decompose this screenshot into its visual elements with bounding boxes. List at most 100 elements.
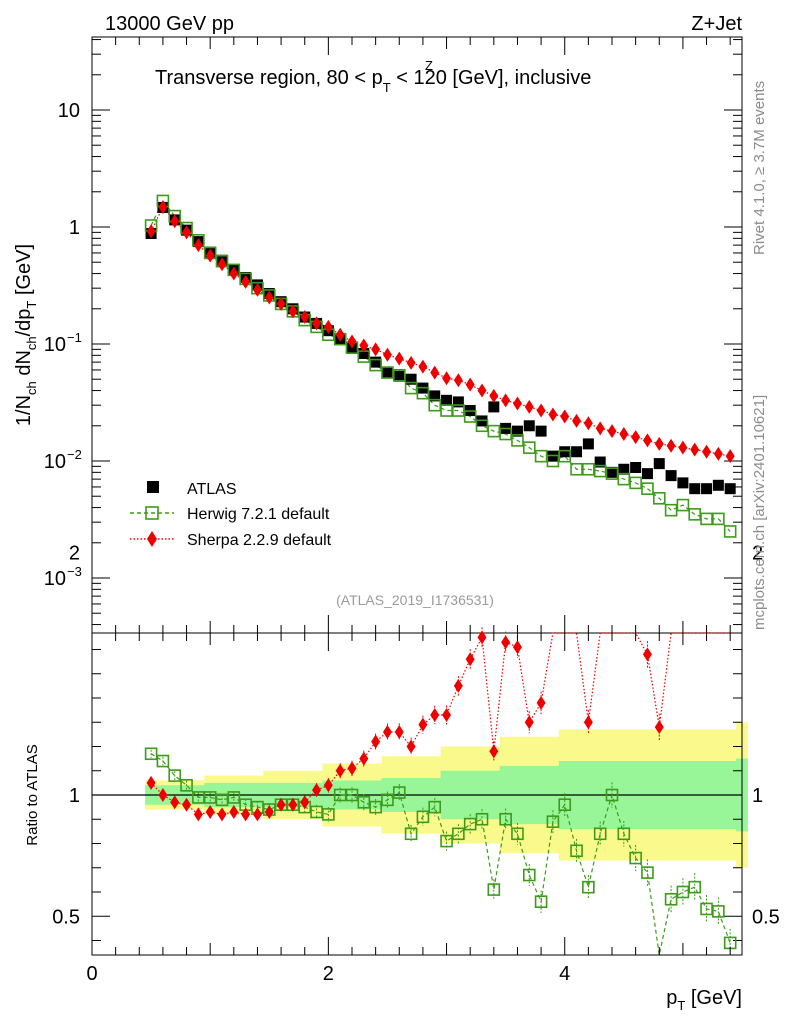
sherpa-ratio-point [418, 717, 428, 732]
herwig-ratio-point [310, 805, 323, 819]
herwig-ratio-point [617, 827, 631, 841]
herwig-ratio-point [511, 827, 524, 841]
analysis-id: (ATLAS_2019_I1736531) [336, 592, 494, 608]
sherpa-ratio-point [300, 795, 310, 810]
herwig-ratio-point [215, 793, 229, 807]
herwig-ratio-point [144, 747, 158, 761]
sherpa-ratio-point [536, 695, 546, 710]
sherpa-ratio-point [442, 707, 452, 722]
sherpa-ratio-point [489, 744, 499, 759]
sherpa-point [442, 371, 452, 386]
sherpa-ratio-point [371, 734, 381, 749]
herwig-ratio-point [546, 815, 560, 828]
ratio-tick-label-right: 0.5 [752, 906, 780, 928]
sherpa-point [229, 266, 239, 281]
sherpa-ratio-point [170, 795, 180, 810]
sherpa-point [501, 393, 511, 408]
herwig-ratio-point [534, 895, 548, 909]
herwig-ratio-point [357, 795, 371, 809]
sherpa-point [725, 449, 735, 464]
sherpa-point [477, 383, 487, 398]
sherpa-point [394, 351, 404, 366]
sherpa-point [312, 316, 322, 331]
sherpa-ratio-point [524, 715, 534, 730]
atlas-point [405, 373, 417, 385]
sherpa-ratio-point [158, 788, 168, 802]
herwig-point [676, 498, 690, 512]
herwig-point [617, 472, 631, 486]
herwig-point [688, 508, 702, 521]
herwig-point [440, 404, 453, 417]
atlas-point [370, 356, 382, 368]
sherpa-point [193, 238, 203, 253]
header-right: Z+Jet [691, 13, 742, 35]
sherpa-ratio-point [430, 707, 440, 722]
herwig-point [641, 482, 654, 495]
sherpa-ratio-point [335, 763, 345, 778]
herwig-ratio-point [558, 798, 572, 812]
y-tick-label: 1 [69, 217, 80, 239]
sherpa-ratio-point [217, 807, 227, 822]
sherpa-point [264, 290, 274, 305]
herwig-ratio-point [487, 883, 501, 896]
herwig-point [475, 419, 489, 433]
herwig-ratio-point [582, 880, 595, 894]
sherpa-point [288, 304, 298, 319]
herwig-ratio-point [463, 817, 477, 831]
sherpa-point [217, 257, 227, 272]
ratio-y-ticks: 2 2 1 1 0.5 0.5 [52, 543, 780, 941]
herwig-ratio-point [416, 810, 430, 824]
herwig-ratio-point [605, 788, 619, 802]
herwig-point [381, 366, 394, 379]
sherpa-point [489, 388, 499, 403]
sherpa-point [702, 444, 712, 459]
herwig-ratio-point [641, 866, 654, 879]
herwig-ratio-point [593, 827, 607, 841]
sherpa-ratio-point [312, 783, 322, 798]
sherpa-point [453, 373, 463, 388]
legend: ATLAS Herwig 7.2.1 default Sherpa 2.2.9 … [130, 481, 332, 549]
sherpa-point [560, 409, 570, 424]
herwig-ratio-point [475, 812, 489, 826]
ratio-tick-label-right: 2 [752, 543, 763, 565]
atlas-point [641, 468, 653, 480]
atlas-point [582, 438, 594, 450]
atlas-point [358, 347, 370, 359]
legend-atlas-marker [147, 481, 159, 493]
title-superscript: Z [425, 58, 433, 73]
atlas-point [429, 390, 441, 402]
herwig-point [712, 512, 725, 526]
legend-atlas-label: ATLAS [187, 481, 237, 498]
atlas-point [571, 446, 583, 458]
sherpa-ratio-point [512, 640, 522, 655]
herwig-point [522, 441, 536, 454]
herwig-ratio-point [392, 786, 406, 799]
sherpa-ratio-point [193, 807, 203, 822]
y-tick-exponent: −2 [67, 447, 82, 462]
atlas-point [606, 466, 618, 478]
herwig-ratio-point [688, 880, 702, 894]
atlas-point [393, 370, 405, 382]
sherpa-ratio-point [406, 739, 416, 754]
atlas-point [511, 425, 523, 437]
sherpa-ratio-point [182, 797, 192, 812]
sherpa-point [241, 274, 251, 289]
sherpa-point [619, 427, 629, 442]
sherpa-ratio-point [205, 804, 215, 819]
y-tick-label: 10 [58, 100, 80, 122]
sherpa-point [146, 224, 156, 239]
sherpa-point [323, 319, 333, 334]
herwig-ratio-point [227, 791, 241, 804]
herwig-ratio-line [150, 753, 731, 956]
sherpa-ratio-point [394, 724, 404, 739]
herwig-ratio-point [700, 902, 713, 916]
sherpa-ratio-point [288, 797, 298, 812]
herwig-ratio-point [180, 778, 193, 792]
herwig-ratio-point [570, 844, 583, 858]
herwig-point [511, 434, 524, 447]
x-tick-label: 4 [559, 963, 570, 985]
herwig-ratio-point [712, 905, 725, 918]
herwig-point [629, 476, 642, 490]
x-tick-label: 0 [86, 963, 97, 985]
